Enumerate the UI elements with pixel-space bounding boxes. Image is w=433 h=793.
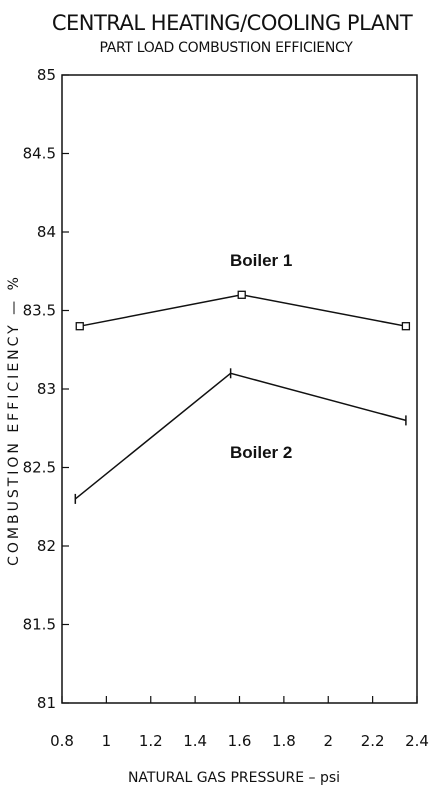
y-axis-label: COMBUSTION EFFICIENCY — %	[6, 274, 22, 566]
y-tick-label: 82	[37, 537, 56, 555]
chart-subtitle: PART LOAD COMBUSTION EFFICIENCY	[99, 40, 353, 56]
x-tick-label: 1.8	[272, 732, 296, 750]
y-tick-label: 83	[37, 380, 56, 398]
series-line-1	[79, 294, 407, 327]
y-tick-label: 81.5	[23, 616, 56, 634]
y-tick-label: 81	[37, 694, 56, 712]
data-point-square	[237, 290, 246, 299]
x-tick-label: 2.4	[405, 732, 429, 750]
data-point-square	[75, 322, 84, 331]
series-layer	[74, 290, 411, 504]
chart-title: CENTRAL HEATING/COOLING PLANT	[52, 11, 413, 35]
y-tick-label: 84	[37, 223, 56, 241]
y-tick-label: 84.5	[23, 145, 56, 163]
x-axis-label: NATURAL GAS PRESSURE – psi	[128, 770, 340, 786]
x-tick-label: 1.4	[183, 732, 207, 750]
data-point-square	[401, 322, 411, 331]
plot-frame	[61, 74, 418, 704]
x-tick-label: 2.2	[361, 732, 385, 750]
x-tick-label: 0.8	[50, 732, 74, 750]
x-axis: 0.8 1 1.2 1.4 1.6 1.8 2 2.2 2.4	[50, 696, 429, 750]
series-line-2	[74, 372, 407, 500]
series-label-boiler-2: Boiler 2	[230, 443, 292, 462]
y-tick-label: 83.5	[23, 302, 56, 320]
y-tick-label: 85	[37, 66, 56, 84]
x-tick-label: 2	[323, 732, 333, 750]
y-tick-label: 82.5	[23, 459, 56, 477]
y-axis: 85 84.5 84 83.5 83 82.5 82 81.5 81	[23, 66, 69, 712]
series-label-boiler-1: Boiler 1	[230, 251, 292, 270]
x-tick-label: 1.2	[139, 732, 163, 750]
x-tick-label: 1	[102, 732, 112, 750]
x-tick-label: 1.6	[228, 732, 252, 750]
